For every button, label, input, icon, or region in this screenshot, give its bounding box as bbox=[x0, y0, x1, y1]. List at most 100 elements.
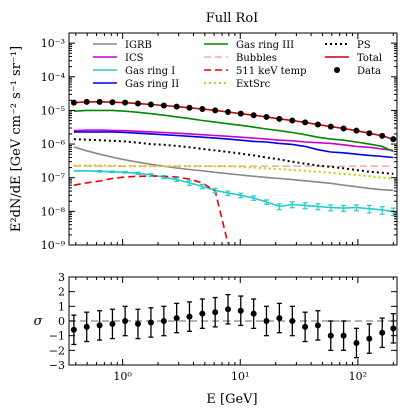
chart-title: Full RoI bbox=[206, 11, 259, 26]
y-tick-label-bottom: −3 bbox=[49, 359, 65, 372]
residual-point bbox=[122, 318, 129, 324]
residual-point bbox=[134, 320, 141, 327]
data-point bbox=[314, 121, 321, 128]
data-point bbox=[327, 123, 334, 130]
residual-point bbox=[353, 340, 360, 346]
x-axis-label: E [GeV] bbox=[206, 392, 257, 407]
data-point bbox=[83, 98, 90, 105]
y-axis-label-bottom: σ bbox=[34, 314, 44, 329]
data-point bbox=[147, 101, 154, 108]
residual-point bbox=[173, 315, 180, 322]
series-line-ps bbox=[73, 138, 394, 175]
residual-point bbox=[289, 318, 296, 324]
residual-point bbox=[366, 335, 373, 342]
legend-label-gas-ring-iii: Gas ring III bbox=[236, 40, 294, 51]
y-tick-label-bottom: 0 bbox=[58, 315, 65, 328]
data-point bbox=[186, 104, 193, 111]
data-point bbox=[250, 112, 257, 119]
top-panel: Full RoI 10⁻⁹ 10⁻⁸ 10⁻⁷ 10⁻⁶ 10⁻⁵ 10⁻⁴ 10⁻³ IG… bbox=[9, 11, 398, 252]
y-tick-label-bottom: 2 bbox=[58, 286, 65, 299]
x-tick-label: 10² bbox=[349, 370, 367, 383]
data-point bbox=[96, 98, 103, 105]
residual-point bbox=[199, 310, 206, 317]
data-point bbox=[70, 99, 77, 106]
series-line-511-kev-temp bbox=[74, 176, 393, 244]
residual-point bbox=[237, 307, 244, 314]
data-point bbox=[366, 130, 373, 137]
residual-point bbox=[340, 332, 347, 339]
data-point bbox=[212, 107, 219, 114]
y-tick-label-top: 10⁻⁹ bbox=[41, 239, 66, 252]
series-line-extsrc bbox=[73, 164, 394, 180]
y-tick-label-top: 10⁻⁵ bbox=[41, 104, 65, 117]
residual-point bbox=[379, 329, 386, 336]
top-plot-area bbox=[70, 98, 397, 244]
data-point bbox=[289, 117, 296, 124]
y-tick-label-top: 10⁻⁸ bbox=[41, 205, 66, 218]
top-axes: 10⁻⁹ 10⁻⁸ 10⁻⁷ 10⁻⁶ 10⁻⁵ 10⁻⁴ 10⁻³ bbox=[41, 33, 397, 252]
series-line-total bbox=[73, 101, 394, 140]
legend-label-511-kev-temp: 511 keV temp bbox=[236, 66, 306, 77]
y-tick-label-bottom: 3 bbox=[58, 271, 65, 284]
top-plot-frame bbox=[68, 32, 398, 246]
data-point bbox=[390, 136, 397, 143]
series-line-gas-ring-ii bbox=[73, 131, 394, 159]
data-point bbox=[263, 113, 270, 120]
residual-point bbox=[276, 315, 283, 322]
residual-point bbox=[250, 310, 257, 317]
data-point bbox=[173, 103, 180, 110]
residual-point bbox=[263, 318, 270, 324]
legend-label-extsrc: ExtSrc bbox=[236, 79, 271, 90]
data-point bbox=[237, 110, 244, 117]
legend-label-igrb: IGRB bbox=[125, 40, 152, 51]
residual-point bbox=[390, 325, 397, 332]
residual-point bbox=[96, 322, 103, 329]
residual-point bbox=[212, 309, 219, 316]
series-line-ics bbox=[73, 129, 394, 152]
bottom-axes: −3 −2−1 0 12 3 10⁰ 10¹ 10² bbox=[49, 271, 397, 383]
legend-label-total: Total bbox=[357, 53, 382, 64]
y-tick-label-bottom: −2 bbox=[49, 344, 65, 357]
residual-point bbox=[302, 323, 309, 330]
residual-point bbox=[83, 323, 90, 330]
x-tick-label: 10¹ bbox=[231, 370, 249, 383]
residual-point bbox=[109, 320, 116, 327]
series-line-igrb bbox=[73, 146, 394, 192]
data-point bbox=[225, 108, 232, 115]
data-point bbox=[340, 125, 347, 132]
legend-label-data: Data bbox=[357, 66, 381, 77]
legend-label-bubbles: Bubbles bbox=[236, 53, 277, 64]
residual-point bbox=[186, 313, 193, 320]
data-point bbox=[276, 115, 283, 122]
residual-point bbox=[160, 318, 167, 324]
data-point bbox=[353, 127, 360, 134]
x-tick-label: 10⁰ bbox=[113, 370, 132, 383]
data-point bbox=[134, 100, 141, 107]
residual-point bbox=[327, 332, 334, 339]
legend-marker-data bbox=[334, 67, 340, 73]
residual-point bbox=[147, 319, 154, 326]
residual-point bbox=[225, 306, 232, 313]
y-tick-label-bottom: 1 bbox=[58, 300, 65, 313]
bottom-panel: −3 −2−1 0 12 3 10⁰ 10¹ 10² σ E [GeV] bbox=[34, 271, 398, 407]
data-point bbox=[302, 119, 309, 126]
data-point bbox=[160, 102, 167, 109]
y-tick-label-top: 10⁻⁷ bbox=[41, 172, 66, 185]
series-line-gas-ring-iii bbox=[73, 109, 394, 153]
legend-label-ps: PS bbox=[357, 40, 371, 51]
y-axis-label-top: E²dN/dE [GeV cm⁻² s⁻¹ sr⁻¹] bbox=[9, 46, 24, 232]
y-tick-label-top: 10⁻⁶ bbox=[41, 138, 66, 151]
data-point bbox=[379, 132, 386, 139]
data-point bbox=[122, 99, 129, 106]
legend-label-gas-ring-ii: Gas ring II bbox=[125, 79, 179, 90]
y-tick-label-top: 10⁻⁴ bbox=[41, 71, 66, 84]
data-point bbox=[199, 106, 206, 113]
bottom-plot-area bbox=[69, 293, 397, 359]
residual-point bbox=[314, 322, 321, 329]
residual-point bbox=[70, 326, 77, 333]
legend-label-gas-ring-i: Gas ring I bbox=[125, 66, 175, 77]
y-tick-label-bottom: −1 bbox=[49, 330, 65, 343]
legend: IGRB ICS Gas ring I Gas ring II Gas ring III… bbox=[93, 40, 382, 90]
y-tick-label-top: 10⁻³ bbox=[41, 37, 65, 50]
